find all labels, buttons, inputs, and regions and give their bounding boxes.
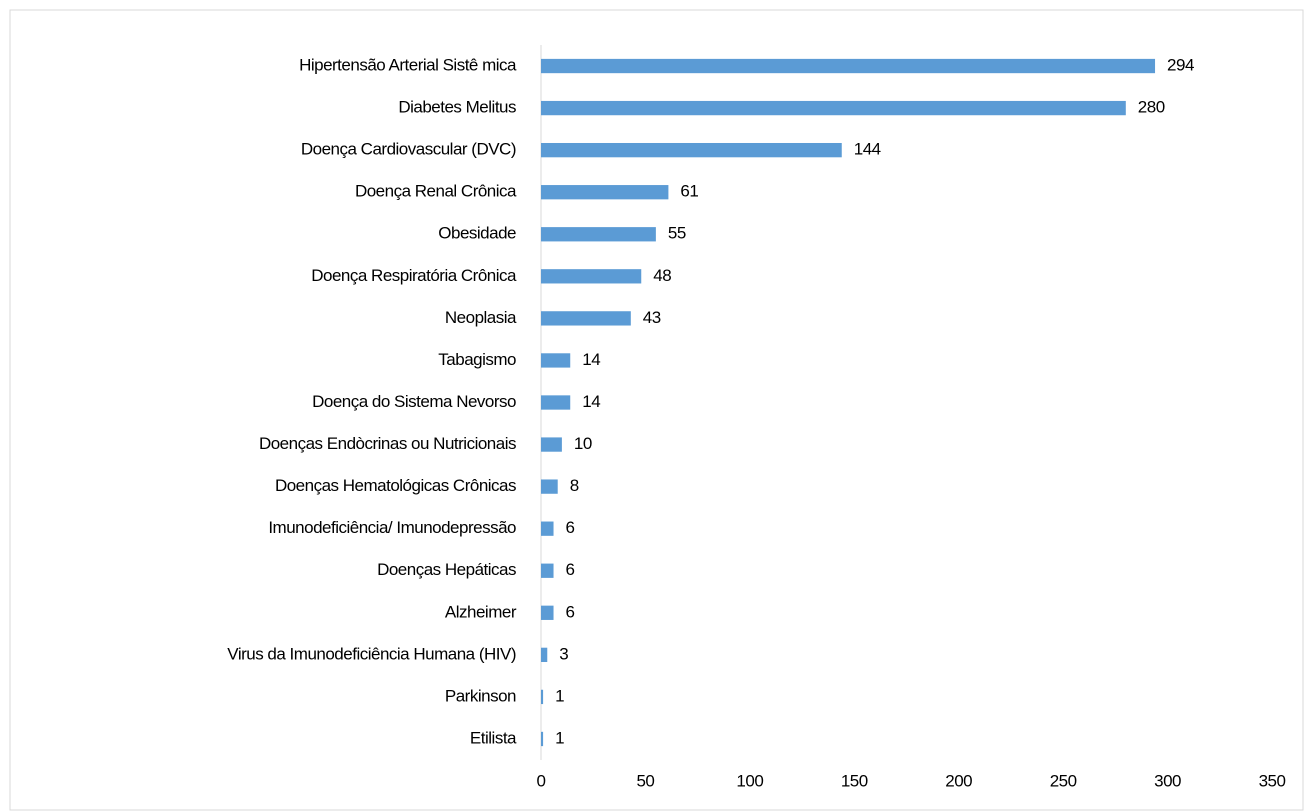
- bar: [541, 185, 669, 200]
- y-tick-label: Neoplasia: [445, 308, 517, 327]
- data-label: 294: [1167, 56, 1194, 75]
- y-tick-label: Obesidade: [438, 224, 516, 243]
- data-label: 10: [574, 434, 592, 453]
- bar: [541, 689, 544, 705]
- x-tick-label: 350: [1259, 771, 1286, 790]
- x-tick-label: 250: [1050, 771, 1077, 790]
- data-label: 48: [653, 266, 671, 285]
- y-tick-label: Virus da Imunodeficiência Humana (HIV): [227, 644, 516, 663]
- data-label: 6: [566, 560, 575, 579]
- bar: [541, 731, 544, 747]
- bar: [541, 142, 842, 158]
- y-tick-label: Imunodeficiência/ Imunodepressão: [268, 518, 516, 537]
- data-label: 55: [668, 224, 686, 243]
- data-label: 1: [555, 686, 564, 705]
- data-label: 280: [1138, 98, 1165, 117]
- bar: [541, 58, 1156, 74]
- x-tick-label: 100: [736, 771, 763, 790]
- bar: [541, 605, 554, 620]
- bar: [541, 479, 558, 494]
- y-tick-label: Parkinson: [445, 686, 516, 705]
- bar: [541, 311, 631, 326]
- y-tick-label: Alzheimer: [445, 602, 517, 621]
- y-tick-label: Hipertensão Arterial Sistê mica: [299, 56, 517, 75]
- y-tick-label: Doença Cardiovascular (DVC): [301, 140, 516, 159]
- x-tick-label: 50: [636, 771, 654, 790]
- bar: [541, 353, 571, 368]
- y-tick-label: Doença Renal Crônica: [355, 182, 517, 201]
- y-tick-label: Doenças Hematológicas Crônicas: [275, 476, 516, 495]
- data-label: 61: [680, 182, 698, 201]
- y-tick-label: Etilista: [470, 728, 517, 747]
- data-label: 8: [570, 476, 579, 495]
- y-tick-label: Tabagismo: [438, 350, 516, 369]
- y-tick-label: Doenças Endòcrinas ou Nutricionais: [259, 434, 516, 453]
- bar: [541, 437, 562, 452]
- y-tick-label: Doenças Hepáticas: [377, 560, 516, 579]
- x-tick-label: 0: [537, 771, 546, 790]
- bar: [541, 647, 548, 663]
- data-label: 14: [582, 350, 600, 369]
- data-label: 6: [566, 518, 575, 537]
- bar: [541, 227, 656, 242]
- chart-frame: [9, 9, 1304, 811]
- x-tick-label: 150: [841, 771, 868, 790]
- bar: [541, 395, 571, 410]
- bar: [541, 563, 554, 578]
- data-label: 144: [854, 140, 881, 159]
- y-tick-label: Diabetes Melitus: [398, 98, 516, 117]
- y-tick-label: Doença do Sistema Nevorso: [312, 392, 516, 411]
- data-label: 1: [555, 728, 564, 747]
- data-label: 14: [582, 392, 600, 411]
- x-tick-label: 200: [945, 771, 972, 790]
- bar: [541, 521, 554, 536]
- data-label: 43: [643, 308, 661, 327]
- data-label: 3: [559, 644, 568, 663]
- bar: [541, 100, 1126, 116]
- x-tick-label: 300: [1154, 771, 1181, 790]
- bar: [541, 269, 642, 284]
- data-label: 6: [566, 602, 575, 621]
- y-tick-label: Doença Respiratória Crônica: [311, 266, 517, 285]
